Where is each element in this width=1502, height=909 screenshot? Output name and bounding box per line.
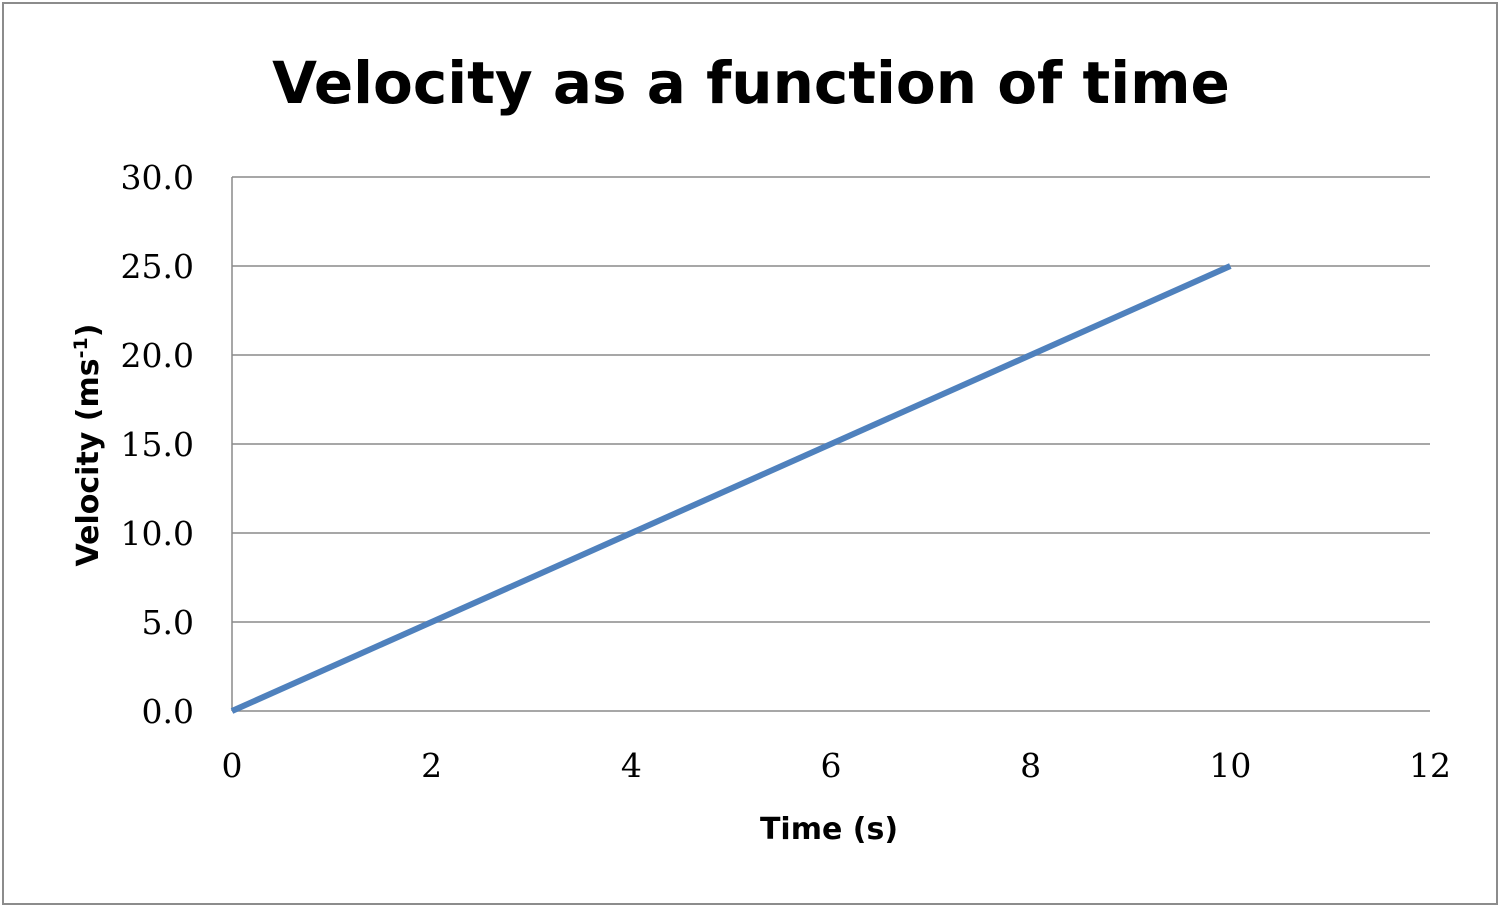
y-tick-label: 10.0: [121, 514, 194, 553]
gridlines: [232, 176, 1430, 623]
y-tick-label: 15.0: [121, 425, 194, 464]
x-tick-label: 10: [1209, 746, 1251, 785]
series-line: [230, 263, 1232, 714]
y-tick-label: 30.0: [121, 158, 194, 197]
x-tick-label: 6: [821, 746, 842, 785]
y-axis-title-superscript: -1: [70, 337, 92, 358]
y-axis-title-suffix: ): [71, 324, 106, 338]
x-tick-label: 2: [421, 746, 442, 785]
x-tick-label: 12: [1409, 746, 1451, 785]
x-axis-title: Time (s): [760, 812, 898, 847]
y-tick-label: 20.0: [121, 336, 194, 375]
x-tick-label: 4: [621, 746, 642, 785]
x-tick-label: 8: [1020, 746, 1041, 785]
y-axis-title: Velocity (ms-1): [70, 324, 106, 567]
y-axis-title-main: Velocity (ms: [71, 358, 106, 566]
y-tick-label: 0.0: [142, 692, 194, 731]
y-tick-label: 5.0: [142, 603, 194, 642]
y-tick-label: 25.0: [121, 247, 194, 286]
x-tick-label: 0: [222, 746, 243, 785]
chart-title: Velocity as a function of time: [272, 49, 1230, 117]
y-tick-labels: 0.0 5.0 10.0 15.0 20.0 25.0 30.0: [121, 158, 194, 731]
x-tick-labels: 0 2 4 6 8 10 12: [222, 746, 1452, 785]
series-group: [230, 263, 1232, 714]
axes: [231, 177, 1430, 712]
